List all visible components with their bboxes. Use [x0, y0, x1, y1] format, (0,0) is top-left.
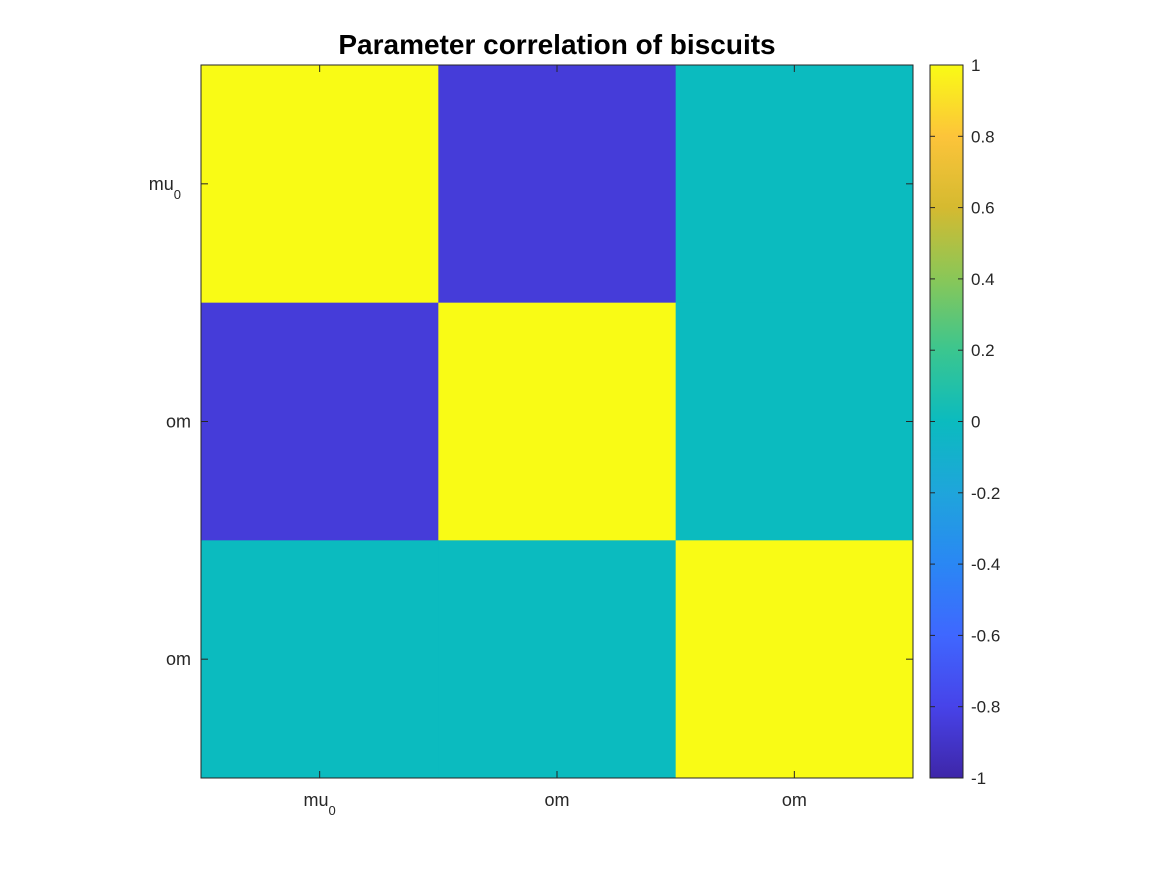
row-tick-label: om	[166, 649, 191, 669]
column-tick-label: mu0	[304, 790, 336, 818]
column-tick-labels: mu0 om om	[304, 790, 807, 818]
colorbar-tick-label: 1	[971, 56, 980, 75]
heatmap-cell	[438, 540, 677, 779]
heatmap-cell	[675, 540, 914, 779]
colorbar-tick-label: -0.6	[971, 626, 1000, 645]
heatmap-cell	[438, 65, 677, 304]
plot-area-border	[200, 64, 914, 779]
heatmap-cell	[201, 65, 439, 304]
colorbar-tick-label: -0.4	[971, 555, 1000, 574]
colorbar-tick-label: 0.2	[971, 341, 995, 360]
colorbar-tick-label: 0	[971, 413, 980, 432]
heatmap-cells	[201, 65, 914, 779]
axis-ticks	[201, 65, 913, 778]
colorbar-tick-label: 0.6	[971, 199, 995, 218]
colorbar-tick-label: -0.8	[971, 698, 1000, 717]
colorbar-tick-label: -1	[971, 769, 986, 788]
colorbar-tick-label: 0.8	[971, 127, 995, 146]
column-tick-label: om	[782, 790, 807, 810]
colorbar: 1 0.8 0.6 0.4 0.2 0 -0.2 -0.4 -0.6 -0.8 -1	[929, 56, 1000, 788]
chart-title: Parameter correlation of biscuits	[338, 29, 775, 60]
heatmap-cell	[675, 302, 914, 541]
colorbar-ticks: 1 0.8 0.6 0.4 0.2 0 -0.2 -0.4 -0.6 -0.8 -1	[930, 56, 1000, 788]
colorbar-border	[929, 64, 964, 779]
row-tick-labels: mu0 om om	[149, 174, 191, 669]
heatmap-cell	[438, 302, 677, 541]
row-tick-label: mu0	[149, 174, 181, 202]
row-tick-label: om	[166, 412, 191, 432]
colorbar-tick-label: 0.4	[971, 270, 995, 289]
column-tick-label: om	[544, 790, 569, 810]
heatmap-cell	[675, 65, 914, 304]
heatmap-cell	[201, 540, 439, 779]
colorbar-gradient	[930, 65, 963, 778]
heatmap-cell	[201, 302, 439, 541]
colorbar-tick-label: -0.2	[971, 484, 1000, 503]
